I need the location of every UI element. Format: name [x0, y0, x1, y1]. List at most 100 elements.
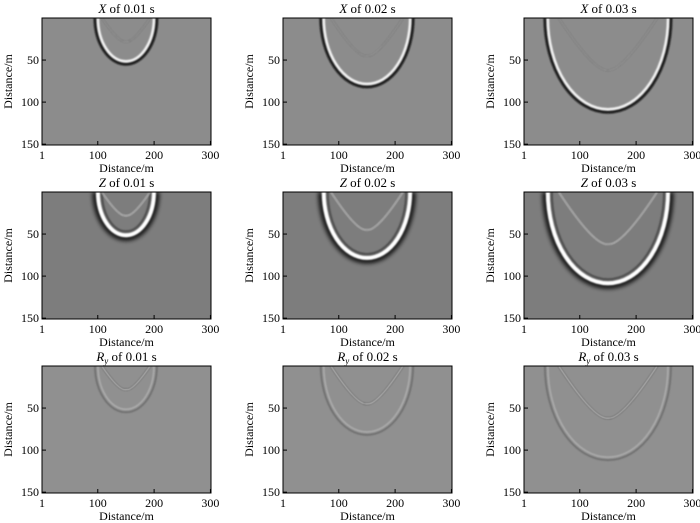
wavefront-outer-bright [95, 192, 156, 238]
y-axis-label: Distance/m [483, 228, 497, 283]
wavefront-inner-bright [330, 18, 404, 57]
plot-frame [41, 191, 212, 320]
title-component: Z [581, 175, 589, 190]
y-axis-label: Distance/m [1, 228, 15, 283]
y-axis-label: Distance/m [483, 54, 497, 109]
x-tick-label: 1 [39, 496, 45, 510]
wavefield [319, 366, 414, 436]
heatmap-background [42, 192, 211, 319]
plot-frame [282, 191, 453, 320]
x-tick-label: 300 [442, 148, 460, 162]
heatmap-background [524, 366, 693, 493]
y-tick-label: 50 [268, 401, 280, 415]
y-tick-label: 150 [262, 485, 280, 499]
wavefield [544, 366, 672, 461]
y-axis-label: Distance/m [242, 228, 256, 283]
y-tick-label: 100 [21, 443, 39, 457]
panel-2-1: 1 100 200 300 50 100 150 Distance/m Distance/m Z … [1, 175, 219, 349]
wavefront-outer-dark [92, 192, 160, 241]
wavefront-outer-bright [322, 18, 412, 86]
x-tick-label: 100 [330, 148, 348, 162]
y-tick-label: 50 [27, 227, 39, 241]
wavefront-outer-dark [543, 18, 673, 114]
x-tick-label: 300 [201, 496, 219, 510]
wavefront-outer-bright [545, 192, 671, 286]
x-axis-label: Distance/m [99, 509, 154, 523]
y-tick-label: 50 [27, 401, 39, 415]
plot-frame [41, 365, 212, 494]
y-tick-label: 100 [503, 443, 521, 457]
title-component: Z [340, 175, 348, 190]
panel-title: Z of 0.02 s [340, 175, 396, 190]
heatmap-background [283, 18, 452, 145]
heatmap-background [283, 366, 452, 493]
heatmap-background [283, 192, 452, 319]
panel-title: X of 0.03 s [579, 1, 636, 16]
x-axis-label: Distance/m [340, 161, 395, 175]
title-time: of 0.03 s [588, 1, 636, 16]
wavefront-outer-faint-bright [97, 366, 155, 410]
title-time: of 0.03 s [590, 349, 638, 364]
panel-1-2: 1 100 200 300 50 100 150 Distance/m Distance/m X … [242, 1, 460, 175]
x-tick-label: 1 [280, 322, 286, 336]
wavefront-inner-bright [558, 18, 658, 71]
x-tick-label: 1 [39, 322, 45, 336]
wavefield [92, 192, 160, 241]
heatmap-background [524, 18, 693, 145]
x-axis-label: Distance/m [581, 161, 636, 175]
y-tick-label: 150 [21, 485, 39, 499]
y-tick-label: 100 [21, 95, 39, 109]
x-tick-label: 200 [145, 496, 163, 510]
y-tick-label: 50 [509, 401, 521, 415]
panel-2-3: 1 100 200 300 50 100 150 Distance/m Distance/m Z … [483, 175, 700, 349]
y-tick-label: 100 [262, 269, 280, 283]
x-tick-label: 200 [386, 148, 404, 162]
title-component: X [338, 1, 348, 16]
title-time: of 0.02 s [347, 175, 395, 190]
panel-3-2: 1 100 200 300 50 100 150 Distance/m Distance/m Ry… [242, 349, 460, 523]
wavefront-inner-dark [330, 192, 404, 231]
x-tick-label: 1 [280, 496, 286, 510]
y-tick-label: 150 [262, 137, 280, 151]
plot-frame [282, 17, 453, 146]
x-tick-label: 300 [442, 322, 460, 336]
wavefront-inner-bright [101, 18, 151, 43]
title-time: of 0.01 s [106, 175, 154, 190]
x-tick-label: 300 [683, 148, 700, 162]
y-axis-label: Distance/m [242, 54, 256, 109]
y-tick-label: 100 [503, 95, 521, 109]
plot-frame [523, 191, 694, 320]
panel-title: Ry of 0.01 s [95, 349, 156, 366]
x-tick-label: 100 [571, 496, 589, 510]
x-axis-label: Distance/m [340, 335, 395, 349]
x-tick-label: 300 [683, 496, 700, 510]
wavefield [542, 192, 674, 289]
x-tick-label: 1 [39, 148, 45, 162]
title-component: R [336, 349, 345, 364]
wavefront-inner-bright [558, 366, 658, 419]
title-subscript: y [585, 356, 590, 366]
wavefront-inner-bright [330, 366, 404, 405]
title-time: of 0.02 s [347, 1, 395, 16]
panel-3-1: 1 100 200 300 50 100 150 Distance/m Distance/m Ry… [1, 349, 219, 523]
panel-title: X of 0.01 s [97, 1, 154, 16]
wavefront-outer-dark [542, 192, 674, 289]
plot-frame [282, 365, 453, 494]
panel-title: X of 0.02 s [338, 1, 395, 16]
x-tick-label: 300 [442, 496, 460, 510]
wavefront-inner-dark [558, 192, 658, 245]
wavefield [318, 192, 416, 264]
x-tick-label: 100 [89, 322, 107, 336]
x-tick-label: 300 [683, 322, 700, 336]
x-tick-label: 100 [89, 496, 107, 510]
x-tick-label: 100 [89, 148, 107, 162]
y-axis-label: Distance/m [1, 54, 15, 109]
x-axis-label: Distance/m [581, 335, 636, 349]
wavefront-outer-faint-bright [547, 366, 669, 458]
y-tick-label: 50 [27, 53, 39, 67]
wavefront-outer-dark [319, 18, 415, 89]
x-axis-label: Distance/m [340, 509, 395, 523]
y-tick-label: 100 [262, 95, 280, 109]
x-axis-label: Distance/m [99, 161, 154, 175]
